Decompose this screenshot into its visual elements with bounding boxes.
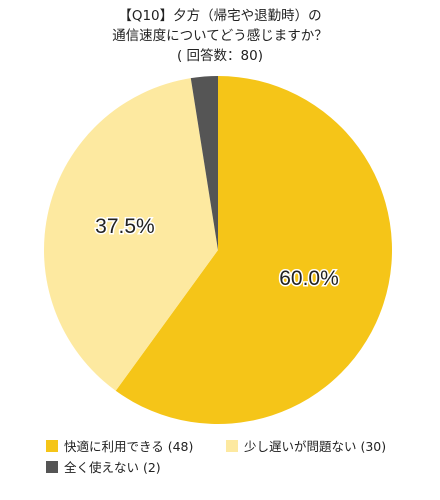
slice-comfortable — [115, 76, 393, 425]
title-line-1: 【Q10】夕方（帰宅や退勤時）の — [118, 8, 322, 24]
legend-label-comfortable: 快適に利用できる (48) — [64, 439, 194, 454]
legend-swatch-unusable — [46, 460, 58, 473]
legend-label-slightly-slow: 少し遅いが問題ない (30) — [244, 439, 387, 454]
slice-unusable — [190, 76, 218, 250]
slice-slightly-slow — [43, 78, 218, 391]
chart-title: 【Q10】夕方（帰宅や退勤時）の 通信速度についてどう感じますか？ ( 回答数：… — [0, 6, 440, 66]
title-line-2: 通信速度についてどう感じますか？ — [112, 28, 328, 44]
legend-swatch-comfortable — [46, 439, 58, 452]
data-label-comfortable: 60.0% — [279, 267, 339, 290]
legend-label-unusable: 全く使えない (2) — [64, 460, 161, 475]
legend-swatch-slightly-slow — [226, 439, 238, 452]
legend-item-slightly-slow: 少し遅いが問題ない (30) — [226, 436, 386, 455]
legend-item-unusable: 全く使えない (2) — [46, 457, 161, 476]
data-label-slightly-slow: 37.5% — [95, 215, 155, 238]
title-line-3: ( 回答数：80) — [176, 48, 263, 64]
legend-item-comfortable: 快適に利用できる (48) — [46, 436, 193, 455]
